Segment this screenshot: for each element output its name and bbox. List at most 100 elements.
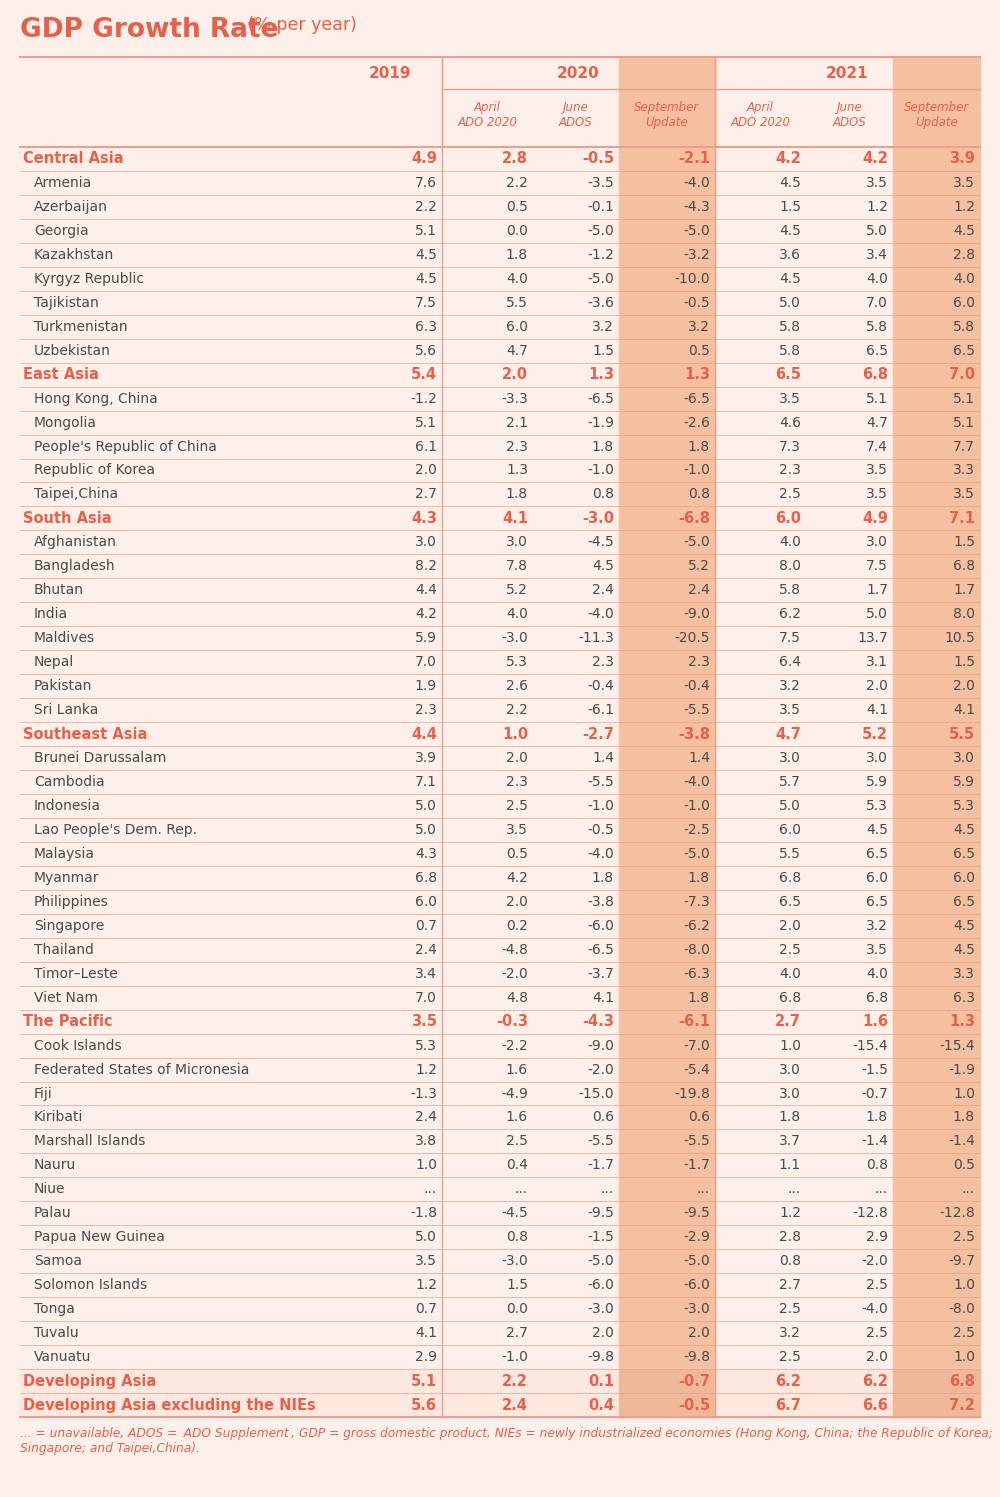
Text: 0.8: 0.8 [866, 1159, 888, 1172]
Text: 0.7: 0.7 [415, 919, 437, 933]
Text: 5.2: 5.2 [506, 584, 528, 597]
Text: 5.1: 5.1 [415, 225, 437, 238]
Text: 0.1: 0.1 [588, 1374, 614, 1389]
Text: 3.5: 3.5 [411, 1013, 437, 1028]
Text: 3.4: 3.4 [866, 249, 888, 262]
Text: 7.0: 7.0 [866, 296, 888, 310]
Text: -0.5: -0.5 [678, 1398, 710, 1413]
Text: 6.2: 6.2 [779, 608, 801, 621]
Text: East Asia: East Asia [23, 367, 99, 382]
Text: 7.1: 7.1 [949, 510, 975, 525]
Text: 0.8: 0.8 [688, 488, 710, 501]
Text: 5.5: 5.5 [506, 296, 528, 310]
Text: 1.5: 1.5 [506, 1278, 528, 1292]
Text: 4.5: 4.5 [592, 560, 614, 573]
Bar [893, 57, 980, 147]
Bar [619, 314, 715, 338]
Text: 3.0: 3.0 [779, 751, 801, 765]
Text: -9.0: -9.0 [683, 608, 710, 621]
Text: Cambodia: Cambodia [34, 775, 105, 789]
Text: ...: ... [697, 1183, 710, 1196]
Text: 2.2: 2.2 [506, 177, 528, 190]
Text: 6.5: 6.5 [953, 344, 975, 358]
Text: Viet Nam: Viet Nam [34, 991, 98, 1004]
Text: 6.3: 6.3 [415, 320, 437, 334]
Bar [619, 1009, 715, 1033]
Text: 3.5: 3.5 [953, 177, 975, 190]
Text: 5.1: 5.1 [953, 416, 975, 430]
Text: 7.7: 7.7 [953, 440, 975, 454]
Text: 4.7: 4.7 [506, 344, 528, 358]
Text: -2.6: -2.6 [683, 416, 710, 430]
Bar [893, 1298, 980, 1322]
Text: 6.5: 6.5 [866, 847, 888, 861]
Text: Afghanistan: Afghanistan [34, 536, 117, 549]
Text: 4.4: 4.4 [415, 584, 437, 597]
Text: 6.5: 6.5 [779, 895, 801, 909]
Text: 3.5: 3.5 [866, 177, 888, 190]
Bar [893, 841, 980, 865]
Bar [893, 195, 980, 219]
Text: 4.5: 4.5 [953, 823, 975, 837]
Text: -3.7: -3.7 [587, 967, 614, 981]
Text: Maldives: Maldives [34, 632, 95, 645]
Text: 2.0: 2.0 [506, 751, 528, 765]
Text: -3.3: -3.3 [501, 392, 528, 406]
Text: -2.1: -2.1 [678, 151, 710, 166]
Bar [619, 913, 715, 937]
Bar [893, 219, 980, 243]
Text: 3.7: 3.7 [779, 1135, 801, 1148]
Text: 3.2: 3.2 [866, 919, 888, 933]
Bar [619, 746, 715, 769]
Text: 2.3: 2.3 [779, 464, 801, 478]
Text: 1.3: 1.3 [506, 464, 528, 478]
Text: -7.3: -7.3 [683, 895, 710, 909]
Text: 5.9: 5.9 [866, 775, 888, 789]
Text: Myanmar: Myanmar [34, 871, 100, 885]
Text: -6.0: -6.0 [683, 1278, 710, 1292]
Text: 1.2: 1.2 [866, 201, 888, 214]
Text: Solomon Islands: Solomon Islands [34, 1278, 147, 1292]
Bar [619, 1394, 715, 1418]
Text: 6.5: 6.5 [953, 895, 975, 909]
Bar [893, 266, 980, 290]
Text: Federated States of Micronesia: Federated States of Micronesia [34, 1063, 249, 1076]
Bar [619, 578, 715, 602]
Text: 2.4: 2.4 [688, 584, 710, 597]
Text: 1.5: 1.5 [953, 536, 975, 549]
Text: Fiji: Fiji [34, 1087, 53, 1100]
Text: 3.5: 3.5 [866, 488, 888, 501]
Text: 6.2: 6.2 [862, 1374, 888, 1389]
Text: 1.0: 1.0 [953, 1350, 975, 1364]
Text: Armenia: Armenia [34, 177, 92, 190]
Text: April
ADO 2020: April ADO 2020 [458, 100, 518, 129]
Text: 4.0: 4.0 [779, 967, 801, 981]
Text: 2.5: 2.5 [779, 488, 801, 501]
Text: -9.0: -9.0 [587, 1039, 614, 1052]
Bar [619, 1105, 715, 1129]
Text: 6.2: 6.2 [775, 1374, 801, 1389]
Text: -1.2: -1.2 [410, 392, 437, 406]
Text: 2.5: 2.5 [506, 799, 528, 813]
Text: 1.0: 1.0 [779, 1039, 801, 1052]
Text: 7.6: 7.6 [415, 177, 437, 190]
Text: 2.5: 2.5 [866, 1326, 888, 1340]
Bar [893, 506, 980, 530]
Text: 1.8: 1.8 [506, 488, 528, 501]
Bar [619, 434, 715, 458]
Text: -3.0: -3.0 [587, 1302, 614, 1316]
Text: Mongolia: Mongolia [34, 416, 97, 430]
Text: 2.7: 2.7 [415, 488, 437, 501]
Bar [893, 1033, 980, 1057]
Text: -2.2: -2.2 [501, 1039, 528, 1052]
Text: 2.4: 2.4 [592, 584, 614, 597]
Bar [893, 1394, 980, 1418]
Bar [893, 650, 980, 674]
Text: 2.2: 2.2 [415, 201, 437, 214]
Text: -4.8: -4.8 [501, 943, 528, 957]
Text: Tajikistan: Tajikistan [34, 296, 99, 310]
Bar [893, 722, 980, 746]
Bar [619, 1274, 715, 1298]
Text: 5.3: 5.3 [953, 799, 975, 813]
Bar [619, 1153, 715, 1177]
